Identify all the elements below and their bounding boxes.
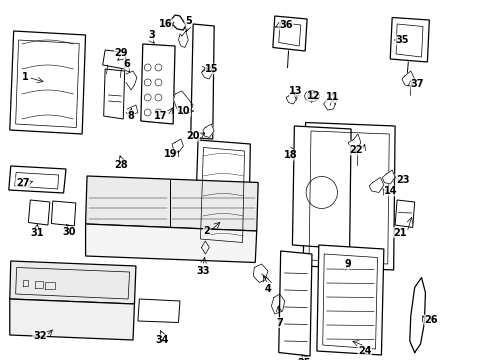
Polygon shape [401, 71, 414, 86]
Polygon shape [178, 31, 188, 48]
Text: 31: 31 [30, 229, 43, 238]
Text: 32: 32 [33, 331, 46, 341]
Text: 9: 9 [344, 259, 351, 269]
Text: 3: 3 [148, 30, 155, 40]
Text: 37: 37 [410, 79, 424, 89]
Text: 34: 34 [155, 335, 169, 345]
Ellipse shape [304, 90, 319, 102]
Text: 6: 6 [123, 59, 130, 69]
Text: 22: 22 [348, 145, 362, 155]
Polygon shape [168, 15, 185, 30]
Text: 33: 33 [196, 266, 209, 276]
Polygon shape [203, 124, 214, 138]
Polygon shape [28, 200, 50, 225]
Polygon shape [382, 170, 394, 184]
Text: 13: 13 [288, 86, 302, 96]
Polygon shape [389, 18, 428, 62]
Polygon shape [272, 16, 306, 51]
Text: 5: 5 [184, 16, 191, 26]
Polygon shape [316, 245, 383, 355]
Polygon shape [51, 201, 76, 226]
Polygon shape [368, 177, 383, 193]
Polygon shape [126, 105, 138, 116]
Text: 26: 26 [424, 315, 437, 325]
Text: 23: 23 [395, 175, 409, 185]
Text: 36: 36 [279, 20, 293, 30]
Polygon shape [138, 299, 180, 323]
Text: 4: 4 [264, 284, 271, 294]
Polygon shape [10, 299, 134, 340]
Polygon shape [173, 91, 193, 114]
Polygon shape [303, 122, 394, 270]
Text: 19: 19 [163, 149, 177, 159]
Polygon shape [409, 278, 425, 352]
Polygon shape [190, 24, 214, 139]
Polygon shape [323, 94, 336, 110]
Polygon shape [285, 91, 297, 104]
Polygon shape [102, 50, 126, 69]
Text: 27: 27 [16, 177, 29, 188]
Text: 29: 29 [114, 48, 128, 58]
Text: 16: 16 [158, 19, 172, 29]
Text: 12: 12 [306, 91, 320, 101]
Polygon shape [292, 126, 350, 249]
Text: 28: 28 [114, 160, 128, 170]
Polygon shape [394, 200, 414, 228]
Text: 10: 10 [177, 106, 190, 116]
Text: 8: 8 [127, 111, 134, 121]
Text: 2: 2 [203, 226, 210, 236]
Text: 15: 15 [205, 64, 219, 74]
Polygon shape [347, 134, 360, 151]
Polygon shape [278, 251, 311, 356]
Polygon shape [194, 140, 250, 249]
Text: 35: 35 [394, 35, 408, 45]
Text: 7: 7 [276, 318, 283, 328]
Text: 11: 11 [325, 93, 339, 103]
Polygon shape [103, 69, 124, 119]
Polygon shape [85, 224, 256, 262]
Polygon shape [253, 264, 267, 283]
Text: 25: 25 [297, 357, 310, 360]
Polygon shape [172, 139, 183, 153]
Polygon shape [85, 176, 258, 231]
Polygon shape [271, 294, 284, 314]
Text: 21: 21 [392, 228, 406, 238]
Text: 20: 20 [185, 131, 199, 141]
Polygon shape [141, 44, 175, 124]
Text: 18: 18 [284, 150, 297, 160]
Text: 17: 17 [153, 111, 167, 121]
Text: 24: 24 [357, 346, 371, 356]
Polygon shape [201, 65, 212, 79]
Text: 14: 14 [384, 186, 397, 196]
Polygon shape [9, 166, 66, 193]
Polygon shape [126, 71, 137, 90]
Text: 30: 30 [62, 227, 76, 237]
Text: 1: 1 [21, 72, 28, 82]
Polygon shape [10, 261, 136, 304]
Polygon shape [10, 31, 85, 134]
